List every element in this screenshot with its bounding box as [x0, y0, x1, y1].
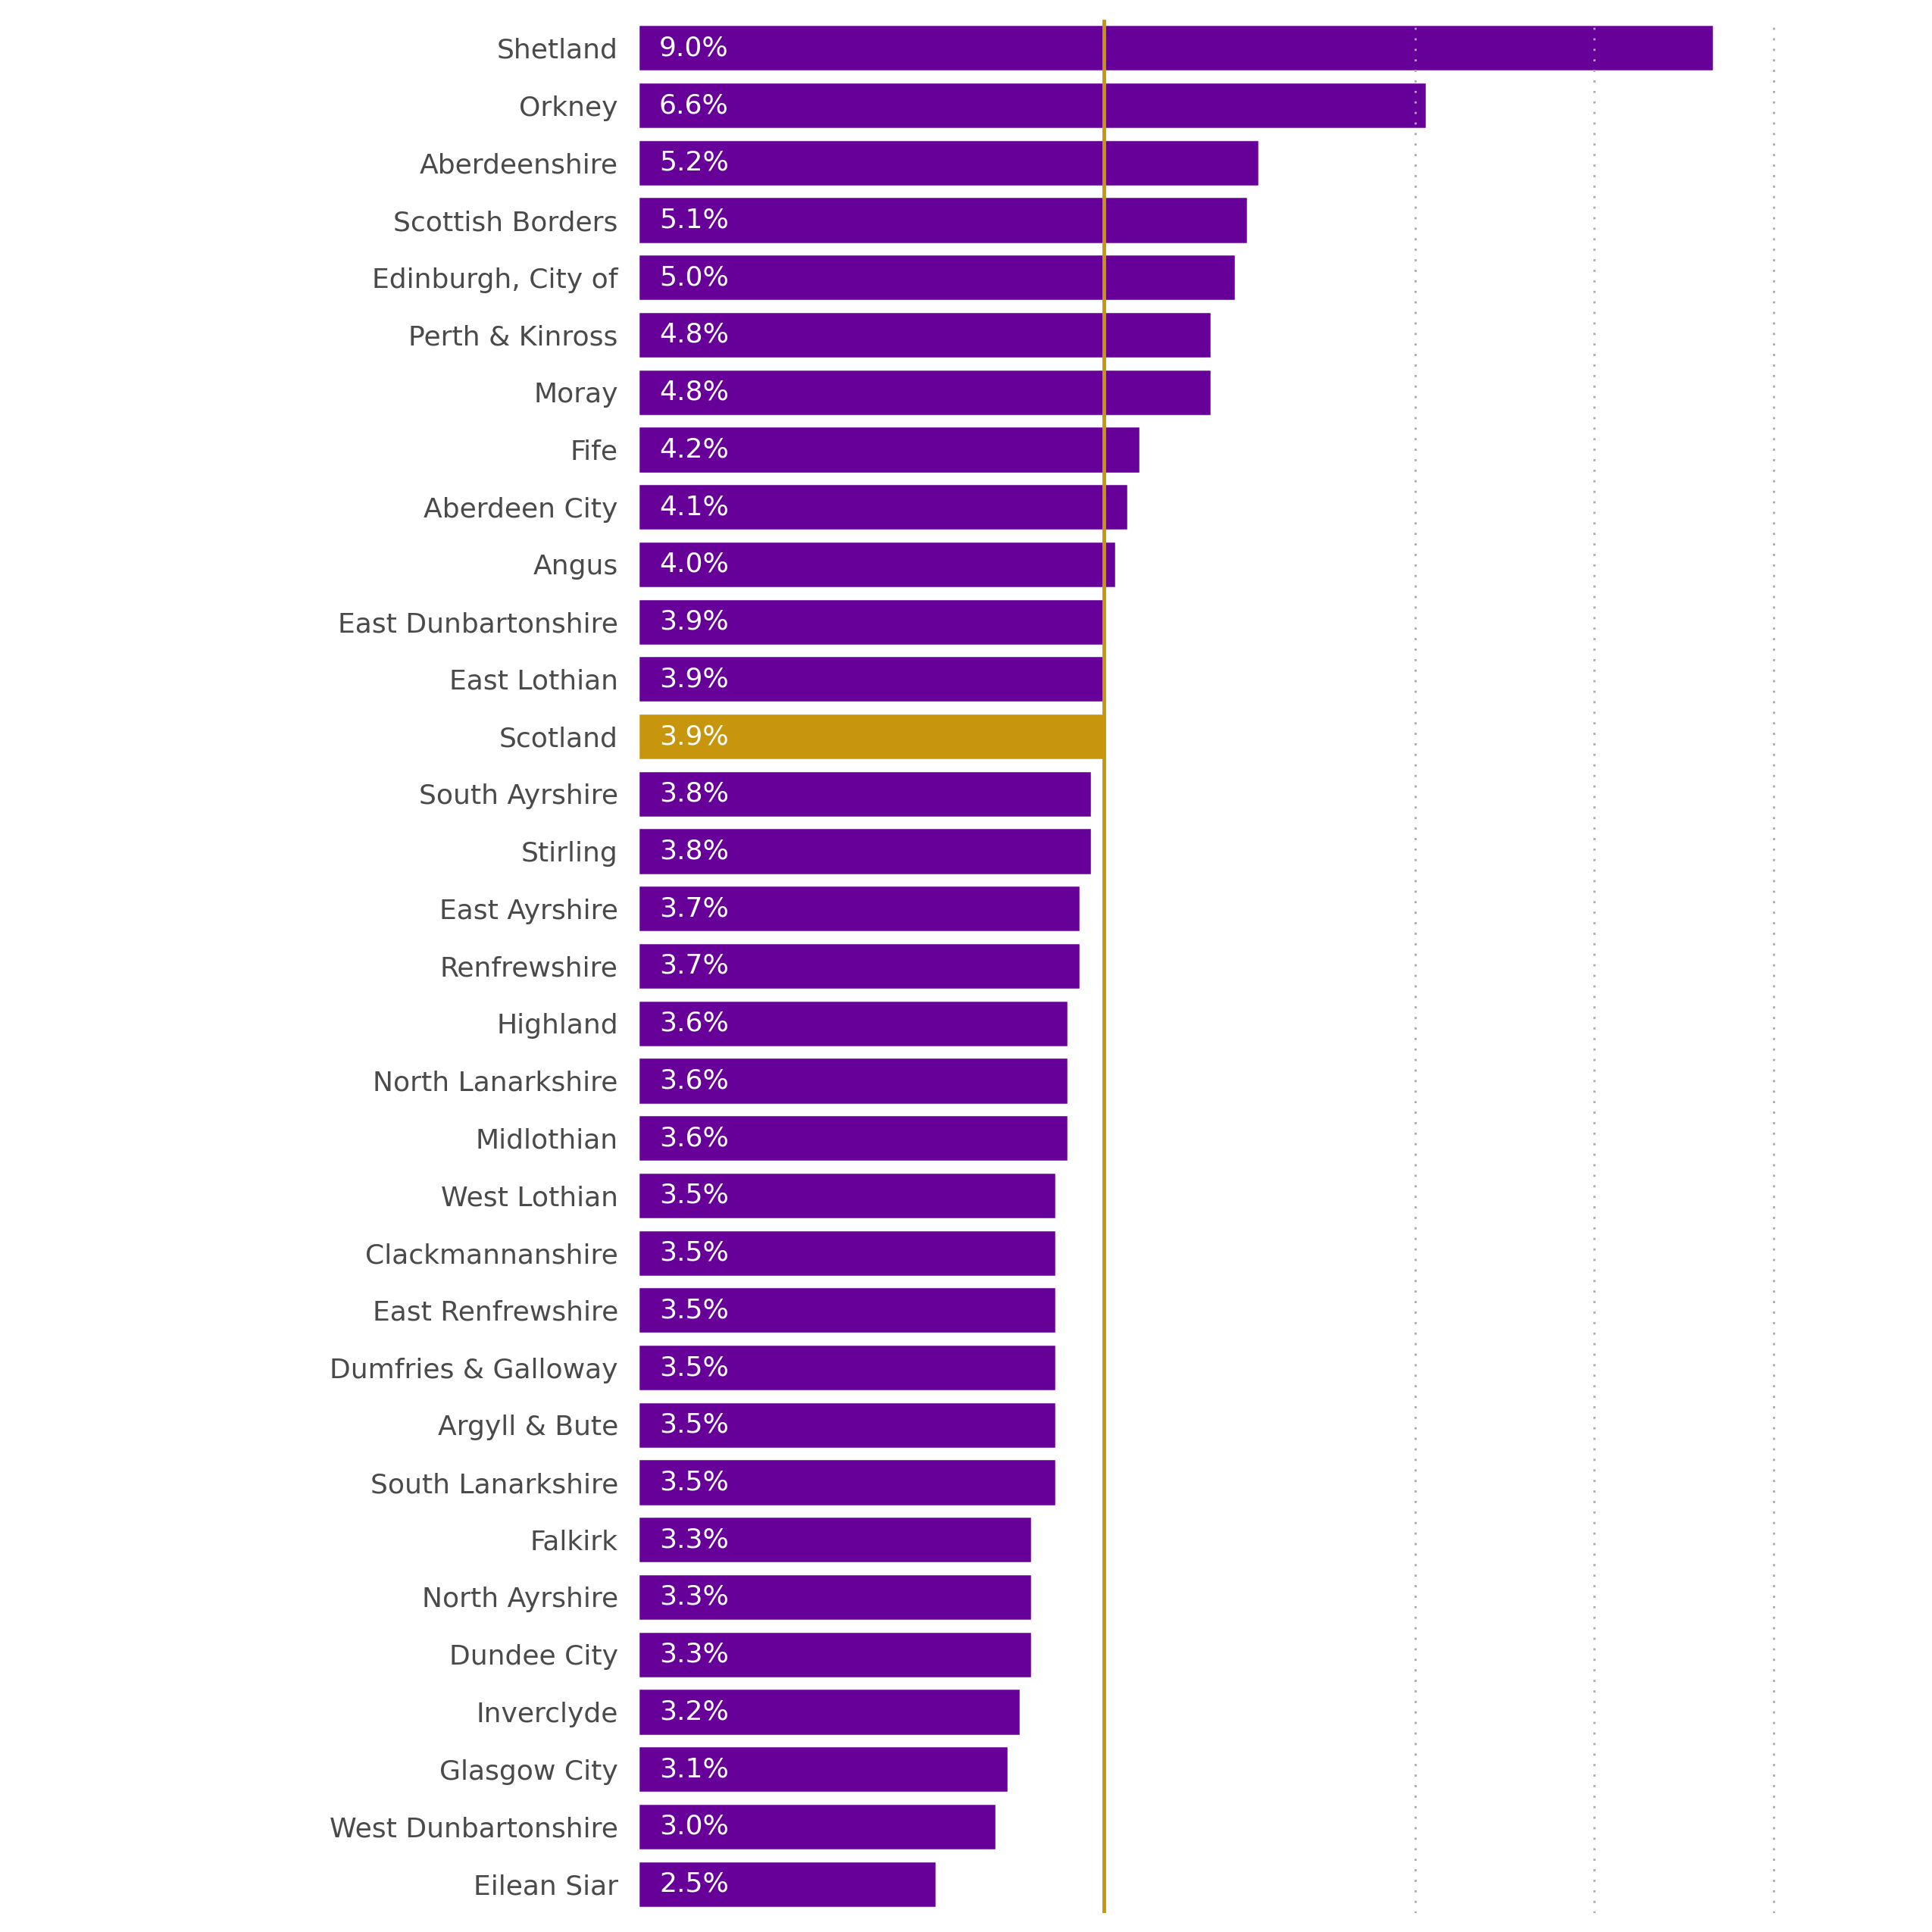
Text: 3.0%: 3.0%	[659, 1814, 728, 1839]
Text: 3.9%: 3.9%	[659, 609, 728, 634]
Bar	[638, 1459, 1057, 1505]
Bar	[638, 771, 1092, 817]
Text: 3.3%: 3.3%	[659, 1584, 728, 1609]
Text: 6.6%: 6.6%	[659, 93, 728, 118]
Text: 3.1%: 3.1%	[659, 1756, 728, 1781]
Text: 3.5%: 3.5%	[659, 1354, 728, 1381]
Bar	[638, 253, 1236, 301]
Bar	[638, 655, 1103, 703]
Bar	[638, 1173, 1057, 1219]
Text: 3.3%: 3.3%	[659, 1526, 728, 1553]
Bar	[638, 81, 1428, 129]
Text: 3.9%: 3.9%	[659, 667, 728, 692]
Text: 3.2%: 3.2%	[659, 1698, 728, 1725]
Bar	[638, 713, 1103, 759]
Text: 3.9%: 3.9%	[659, 724, 728, 750]
Bar	[638, 369, 1211, 415]
Bar	[638, 1345, 1057, 1391]
Text: 3.8%: 3.8%	[659, 781, 728, 808]
Bar	[638, 1861, 937, 1907]
Text: 5.1%: 5.1%	[659, 207, 728, 234]
Text: 9.0%: 9.0%	[659, 35, 728, 62]
Text: 3.5%: 3.5%	[659, 1240, 728, 1265]
Text: 4.8%: 4.8%	[659, 379, 728, 406]
Text: 4.8%: 4.8%	[659, 323, 728, 348]
Text: 3.6%: 3.6%	[659, 1010, 728, 1036]
Bar	[638, 1401, 1057, 1449]
Bar	[638, 1573, 1032, 1621]
Bar	[638, 139, 1260, 185]
Text: 3.5%: 3.5%	[659, 1182, 728, 1208]
Bar	[638, 943, 1080, 989]
Bar	[638, 483, 1128, 531]
Text: 2.5%: 2.5%	[659, 1870, 728, 1897]
Bar	[638, 885, 1080, 931]
Text: 3.3%: 3.3%	[659, 1642, 728, 1667]
Text: 4.2%: 4.2%	[659, 437, 728, 462]
Bar	[638, 599, 1103, 645]
Text: 3.7%: 3.7%	[659, 952, 728, 980]
Bar	[638, 427, 1140, 473]
Text: 4.0%: 4.0%	[659, 551, 728, 578]
Bar	[638, 541, 1117, 587]
Text: 3.5%: 3.5%	[659, 1298, 728, 1323]
Bar	[638, 1631, 1032, 1679]
Text: 3.8%: 3.8%	[659, 838, 728, 864]
Text: 3.6%: 3.6%	[659, 1124, 728, 1151]
Text: 3.6%: 3.6%	[659, 1068, 728, 1094]
Text: 4.1%: 4.1%	[659, 495, 728, 520]
Text: 3.5%: 3.5%	[659, 1470, 728, 1495]
Bar	[638, 1229, 1057, 1277]
Bar	[638, 197, 1248, 243]
Bar	[638, 1747, 1009, 1793]
Bar	[638, 1057, 1068, 1105]
Bar	[638, 1001, 1068, 1047]
Bar	[638, 25, 1714, 71]
Bar	[638, 1517, 1032, 1563]
Text: 5.2%: 5.2%	[659, 151, 728, 176]
Text: 3.5%: 3.5%	[659, 1412, 728, 1437]
Bar	[638, 1803, 997, 1851]
Bar	[638, 827, 1092, 875]
Text: 3.7%: 3.7%	[659, 896, 728, 922]
Bar	[638, 1689, 1020, 1735]
Bar	[638, 311, 1211, 359]
Bar	[638, 1287, 1057, 1333]
Text: 5.0%: 5.0%	[659, 265, 728, 290]
Bar	[638, 1115, 1068, 1161]
